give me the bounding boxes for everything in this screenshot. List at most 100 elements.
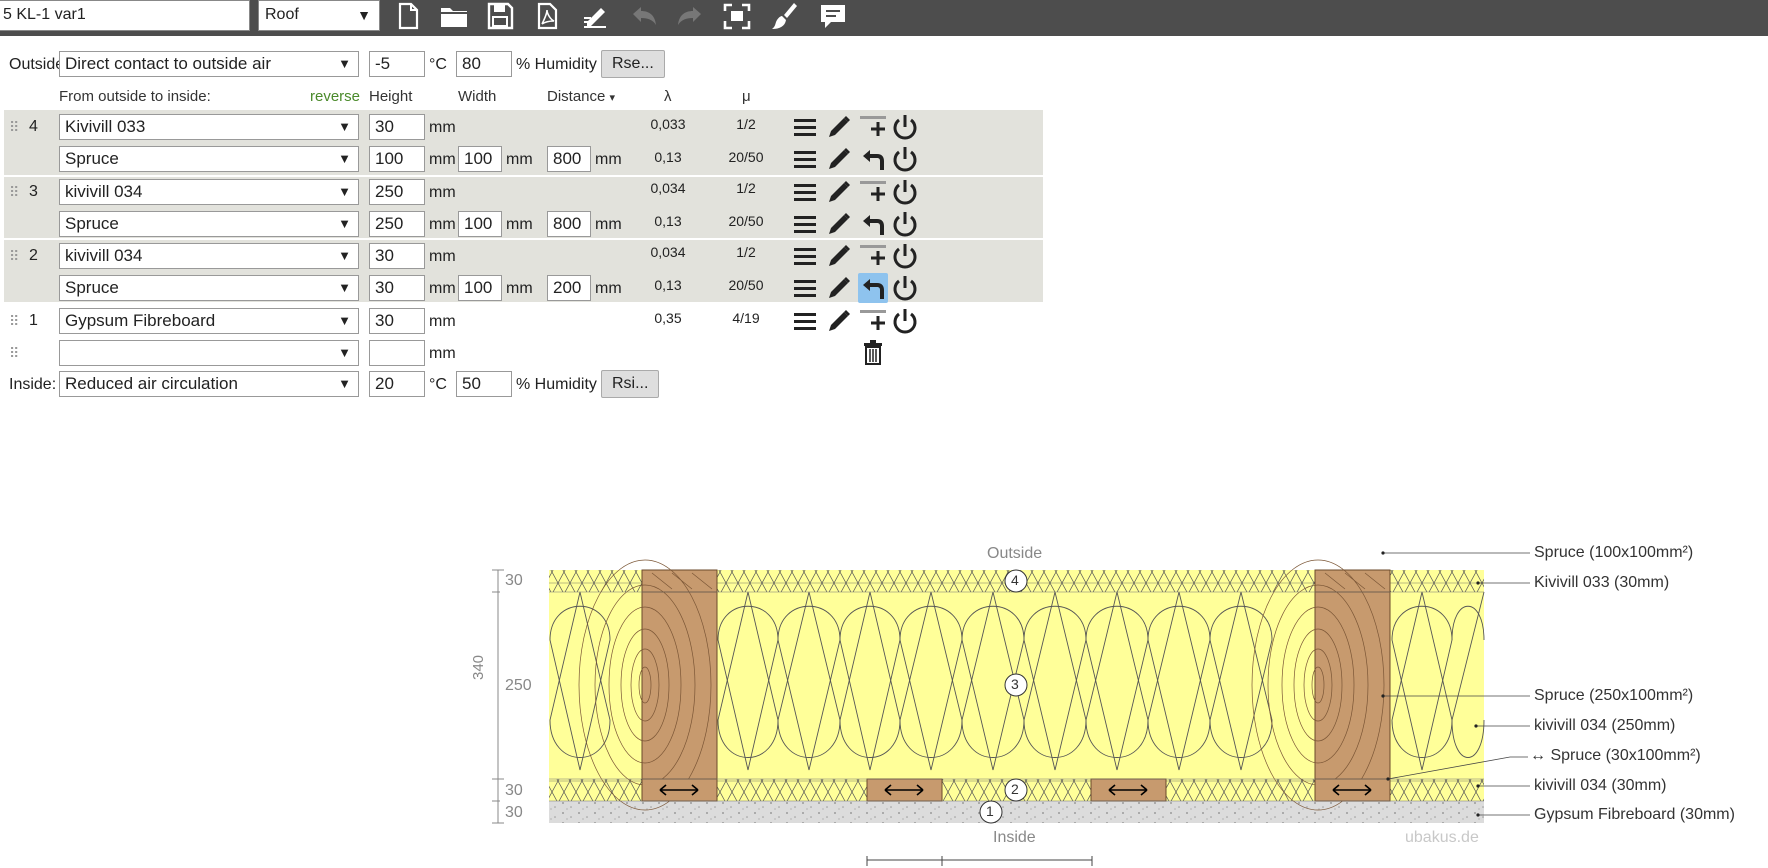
outside-temperature-input[interactable]: -5	[369, 51, 425, 77]
total-thickness-label: 340	[470, 654, 487, 680]
new-layer-material-select[interactable]: ▼	[59, 340, 359, 366]
chevron-down-icon: ▼	[338, 119, 351, 134]
unit-mm: mm	[429, 248, 456, 265]
layer-4-sub-distance-input[interactable]: 800	[547, 146, 591, 172]
outside-temp-unit: °C	[429, 56, 447, 73]
material-value: Kivivill 033	[65, 117, 146, 136]
layer-marker-label: 2	[1011, 781, 1019, 797]
layer-2-height-input[interactable]: 30	[369, 243, 425, 269]
dim-label: 250	[505, 677, 532, 694]
inside-label: Inside:	[9, 376, 57, 393]
chevron-down-icon: ▼	[338, 184, 351, 199]
mu-value: 1/2	[736, 180, 756, 196]
layer-2-material-select[interactable]: kivivill 034 ▼	[59, 243, 359, 269]
new-file-icon[interactable]	[392, 0, 424, 32]
construction-type-select[interactable]: Roof ▼	[258, 0, 380, 31]
chevron-down-icon: ▼	[338, 56, 351, 71]
layer-marker-3	[1004, 673, 1028, 697]
unit-mm: mm	[429, 119, 456, 136]
dimension-lines	[492, 569, 504, 824]
edit-sign-icon[interactable]	[580, 0, 612, 32]
drag-handle-icon[interactable]: ⠿	[9, 313, 19, 329]
mu-value: 20/50	[728, 149, 764, 165]
layer-2-sub-distance-input[interactable]: 200	[547, 275, 591, 301]
scale-bar	[866, 856, 1093, 866]
open-folder-icon[interactable]	[438, 0, 470, 32]
clean-brush-icon[interactable]	[768, 0, 800, 32]
unit-mm: mm	[595, 216, 622, 233]
material-value: Spruce	[65, 149, 119, 168]
inside-condition-select[interactable]: Reduced air circulation ▼	[59, 371, 359, 397]
legend-kivivill-034-30: kivivill 034 (30mm)	[1534, 777, 1667, 794]
layer-number: 4	[29, 118, 38, 135]
unit-mm: mm	[429, 280, 456, 297]
rsi-button[interactable]: Rsi...	[601, 370, 660, 398]
layer-1-height-input[interactable]: 30	[369, 308, 425, 334]
comment-icon[interactable]	[817, 0, 849, 32]
material-value: kivivill 034	[65, 182, 143, 201]
lambda-value: 0,13	[654, 213, 682, 229]
mu-header: μ	[742, 88, 751, 105]
layer-3-sub-distance-input[interactable]: 800	[547, 211, 591, 237]
drag-handle-icon[interactable]: ⠿	[9, 345, 19, 361]
chevron-down-icon: ▼	[338, 280, 351, 295]
mu-value: 20/50	[728, 277, 764, 293]
layer-4-sub-height-input[interactable]: 100	[369, 146, 425, 172]
lambda-value: 0,13	[654, 277, 682, 293]
layer-2-sub-width-input[interactable]: 100	[458, 275, 502, 301]
inside-temperature-input[interactable]: 20	[369, 371, 425, 397]
legend-spruce-100: Spruce (100x100mm²)	[1534, 544, 1694, 561]
layer-4-height-input[interactable]: 30	[369, 114, 425, 140]
drag-handle-icon[interactable]: ⠿	[9, 119, 19, 135]
pdf-icon[interactable]	[531, 0, 563, 32]
mu-value: 1/2	[736, 244, 756, 260]
new-layer-height-input[interactable]	[369, 340, 425, 366]
dim-label: 30	[505, 572, 523, 589]
layer-3-height-input[interactable]: 250	[369, 179, 425, 205]
sort-arrow-icon: ▾	[609, 92, 616, 104]
legend-gypsum: Gypsum Fibreboard (30mm)	[1534, 806, 1735, 823]
diagram-inside-label: Inside	[993, 829, 1036, 846]
chevron-down-icon: ▼	[338, 248, 351, 263]
layer-3-sub-width-input[interactable]: 100	[458, 211, 502, 237]
layer-3-sub-height-input[interactable]: 250	[369, 211, 425, 237]
battens-layer-2	[641, 778, 1391, 802]
layer-4-material-select[interactable]: Kivivill 033 ▼	[59, 114, 359, 140]
drag-handle-icon[interactable]: ⠿	[9, 184, 19, 200]
layer-4-sub-width-input[interactable]: 100	[458, 146, 502, 172]
reverse-link[interactable]: reverse	[310, 88, 361, 105]
fullscreen-icon[interactable]	[721, 0, 753, 32]
outside-condition-select[interactable]: Direct contact to outside air ▼	[59, 51, 359, 77]
drag-handle-icon[interactable]: ⠿	[9, 248, 19, 264]
chevron-down-icon: ▼	[338, 345, 351, 360]
undo-icon[interactable]	[628, 0, 660, 32]
project-name-input[interactable]: 5 KL-1 var1	[0, 0, 250, 31]
distance-header-label: Distance	[547, 88, 606, 105]
unit-mm: mm	[506, 151, 533, 168]
layer-2-sub-material-select[interactable]: Spruce ▼	[59, 275, 359, 301]
height-header: Height	[369, 88, 413, 105]
inside-humidity-input[interactable]: 50	[456, 371, 512, 397]
outside-humidity-input[interactable]: 80	[456, 51, 512, 77]
layer-1-material-select[interactable]: Gypsum Fibreboard ▼	[59, 308, 359, 334]
layer-3-sub-material-select[interactable]: Spruce ▼	[59, 211, 359, 237]
lambda-value: 0,033	[650, 116, 686, 132]
lambda-value: 0,13	[654, 149, 682, 165]
layer-marker-label: 3	[1011, 676, 1019, 692]
inside-temp-unit: °C	[429, 376, 447, 393]
width-header: Width	[458, 88, 497, 105]
layer-4-sub-material-select[interactable]: Spruce ▼	[59, 146, 359, 172]
redo-icon[interactable]	[674, 0, 706, 32]
save-icon[interactable]	[484, 0, 516, 32]
legend-spruce-30: ↔ Spruce (30x100mm²)	[1530, 747, 1701, 764]
unit-mm: mm	[429, 216, 456, 233]
distance-header[interactable]: Distance ▾	[547, 88, 615, 105]
inside-condition-value: Reduced air circulation	[65, 374, 238, 393]
from-outside-header: From outside to inside:	[59, 88, 211, 105]
layer-2-sub-height-input[interactable]: 30	[369, 275, 425, 301]
legend-kivivill-033: Kivivill 033 (30mm)	[1534, 574, 1670, 591]
rse-button[interactable]: Rse...	[601, 50, 665, 78]
layer-3-material-select[interactable]: kivivill 034 ▼	[59, 179, 359, 205]
unit-mm: mm	[506, 216, 533, 233]
swap-orientation-icon[interactable]	[858, 273, 888, 303]
